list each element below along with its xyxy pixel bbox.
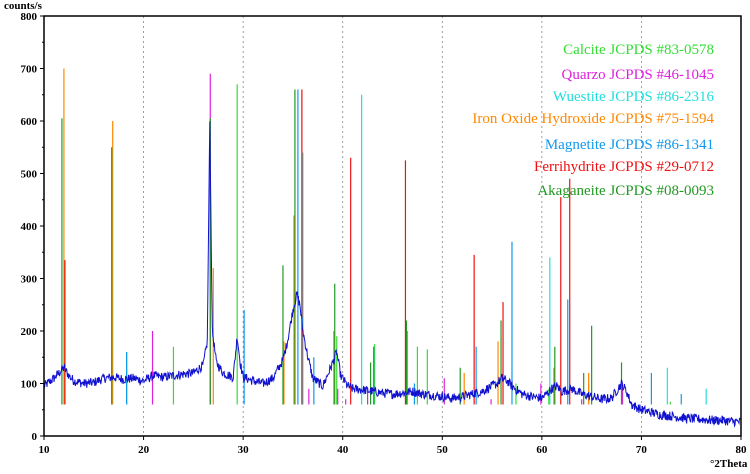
x-axis-label: °2Theta <box>710 458 748 470</box>
y-tick-label: 700 <box>21 64 38 76</box>
y-axis-label: counts/s <box>4 0 43 12</box>
xrd-pattern-line <box>43 121 741 428</box>
x-tick-label: 30 <box>238 444 250 456</box>
y-tick-label: 100 <box>21 379 38 391</box>
legend-entry: Akaganeite JCPDS #08-0093 <box>537 183 714 199</box>
y-tick-label: 0 <box>32 431 38 443</box>
x-axis-ticks: 10 20 30 40 50 60 70 80 <box>39 436 748 456</box>
grid <box>143 16 642 436</box>
x-tick-label: 60 <box>536 444 548 456</box>
y-tick-label: 300 <box>21 274 38 286</box>
x-tick-label: 50 <box>437 444 449 456</box>
legend-entry: Wuestite JCPDS #86-2316 <box>553 89 715 105</box>
y-tick-label: 800 <box>21 11 38 23</box>
x-tick-label: 20 <box>138 444 150 456</box>
y-tick-label: 200 <box>21 326 38 338</box>
legend-entry: Magnetite JCPDS #86-1341 <box>545 137 714 153</box>
x-tick-label: 80 <box>736 444 748 456</box>
y-axis-ticks: 0 100 200 300 400 500 600 700 800 <box>21 11 44 443</box>
x-tick-label: 40 <box>337 444 349 456</box>
x-tick-label: 10 <box>39 444 51 456</box>
x-tick-label: 70 <box>636 444 648 456</box>
legend-entry: Calcite JCPDS #83-0578 <box>563 42 714 58</box>
legend: Calcite JCPDS #83-0578 Quarzo JCPDS #46-1… <box>472 42 714 199</box>
y-tick-label: 500 <box>21 169 38 181</box>
y-tick-label: 600 <box>21 116 38 128</box>
legend-entry: Ferrihydrite JCPDS #29-0712 <box>534 159 714 175</box>
y-tick-label: 400 <box>21 221 38 233</box>
legend-entry: Iron Oxide Hydroxide JCPDS #75-1594 <box>472 111 714 127</box>
legend-entry: Quarzo JCPDS #46-1045 <box>562 67 715 83</box>
